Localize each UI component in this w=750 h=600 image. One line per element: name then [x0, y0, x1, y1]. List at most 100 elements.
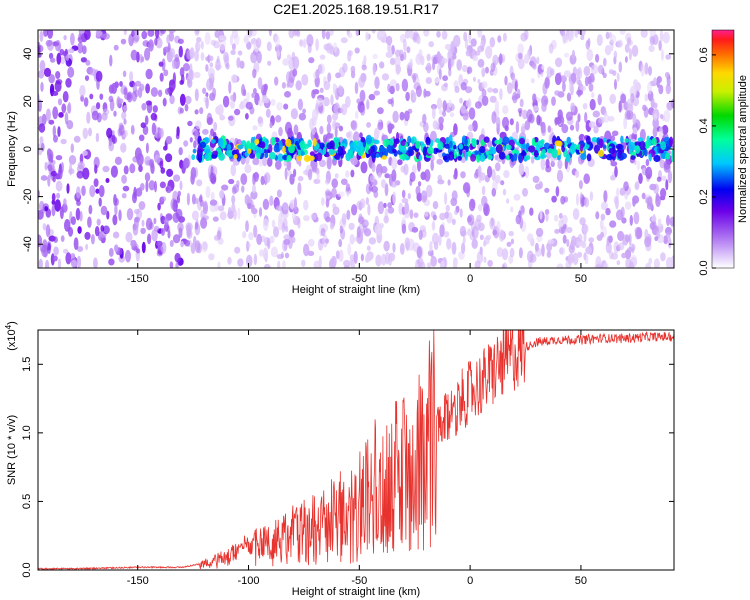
spectrogram-cell — [182, 62, 190, 72]
spectrogram-cell — [431, 232, 440, 246]
spectrogram-cell — [332, 83, 337, 90]
spectrogram-cell — [160, 30, 166, 35]
spectrogram-cell — [144, 172, 151, 182]
spectrogram-cell — [359, 198, 366, 209]
spectrogram-cell — [215, 59, 221, 71]
spectrogram-cell — [518, 162, 525, 176]
spectrogram-cell — [596, 34, 603, 46]
spectrogram-cell — [389, 57, 396, 66]
spectrogram-cell — [154, 154, 161, 164]
spectrogram-cell — [326, 132, 332, 139]
spectrogram-cell — [208, 253, 215, 261]
spectrogram-cell — [555, 57, 563, 68]
spectrogram-cell — [487, 165, 493, 178]
spectrogram-cell — [315, 38, 319, 51]
spectrogram-cell — [153, 217, 157, 225]
spectrogram-cell — [423, 121, 429, 133]
spectrogram-cell — [430, 256, 438, 267]
spectrogram-cell — [575, 170, 580, 178]
spectrogram-x-tick-label: 50 — [575, 273, 587, 285]
spectrogram-cell — [631, 45, 639, 57]
signal-cell — [303, 154, 311, 163]
spectrogram-cell — [147, 233, 152, 245]
spectrogram-cell — [284, 167, 288, 180]
spectrogram-cell — [167, 229, 171, 239]
spectrogram-cell — [242, 88, 247, 97]
spectrogram-cell — [592, 110, 600, 118]
spectrogram-cell — [524, 165, 530, 179]
spectrogram-cell — [605, 31, 610, 40]
spectrogram-cell — [229, 34, 234, 46]
spectrogram-cell — [66, 183, 70, 194]
spectrogram-cell — [129, 71, 134, 82]
spectrogram-cell — [123, 118, 127, 125]
spectrogram-cell — [500, 180, 505, 186]
spectrogram-cell — [657, 218, 662, 227]
spectrogram-cell — [620, 206, 625, 218]
spectrogram-cell — [150, 87, 158, 97]
spectrogram-cell — [663, 109, 671, 123]
spectrogram-cell — [374, 76, 380, 89]
spectrogram-cell — [307, 168, 313, 181]
spectrogram-cell — [184, 239, 191, 247]
signal-cell — [606, 153, 613, 161]
spectrogram-cell — [585, 246, 592, 255]
spectrogram-cell — [473, 172, 479, 179]
signal-cell — [241, 140, 247, 147]
spectrogram-cell — [125, 249, 131, 263]
spectrogram-cell — [485, 234, 492, 240]
signal-cell — [540, 139, 545, 144]
spectrogram-cell — [588, 237, 595, 243]
spectrogram-cell — [451, 241, 457, 255]
spectrogram-cell — [177, 222, 184, 233]
spectrogram-cell — [541, 243, 545, 257]
signal-cell — [630, 155, 636, 160]
spectrogram-cell — [512, 91, 518, 104]
spectrogram-cell — [205, 185, 211, 199]
spectrogram-cell — [313, 178, 321, 184]
spectrogram-cell — [603, 262, 609, 268]
spectrogram-x-tick-label: -150 — [127, 273, 149, 285]
spectrogram-cell — [317, 238, 324, 251]
spectrogram-cell — [576, 89, 583, 96]
spectrogram-cell — [274, 76, 279, 86]
spectrogram-cell — [487, 87, 494, 93]
spectrogram-cell — [64, 112, 69, 125]
spectrogram-cell — [437, 52, 442, 64]
spectrogram-cell — [377, 107, 384, 115]
signal-cell — [373, 139, 380, 145]
spectrogram-cell — [65, 53, 70, 62]
spectrogram-cell — [361, 64, 367, 71]
signal-cell — [408, 146, 413, 157]
signal-cell — [268, 151, 276, 160]
spectrogram-cell — [664, 71, 670, 79]
spectrogram-cell — [541, 64, 545, 70]
spectrogram-cell — [229, 100, 235, 109]
spectrogram-cell — [354, 47, 360, 54]
spectrogram-cell — [68, 155, 77, 165]
spectrogram-cell — [137, 186, 142, 195]
spectrogram-cell — [82, 167, 90, 180]
spectrogram-cell — [217, 261, 221, 268]
spectrogram-cell — [532, 175, 540, 183]
spectrogram-cell — [465, 86, 473, 94]
spectrogram-cell — [178, 216, 186, 223]
spectrogram-cell — [643, 106, 649, 118]
signal-cell — [437, 141, 444, 151]
spectrogram-cell — [245, 220, 249, 233]
spectrogram-cell — [385, 252, 390, 265]
spectrogram-cell — [431, 220, 436, 231]
spectrogram-cell — [278, 212, 285, 224]
spectrogram-cell — [51, 91, 59, 96]
spectrogram-y-tick-label: 40 — [22, 48, 34, 60]
spectrogram-cell — [261, 95, 268, 101]
signal-cell — [628, 141, 635, 152]
spectrogram-cell — [603, 114, 610, 123]
snr-frame — [37, 329, 675, 571]
spectrogram-cell — [619, 30, 626, 35]
signal-cell — [665, 152, 671, 160]
spectrogram-cell — [258, 207, 263, 217]
spectrogram-cell — [613, 195, 619, 205]
spectrogram-cell — [613, 50, 618, 59]
colorbar-label: Normalized spectral amplitude — [737, 75, 749, 223]
